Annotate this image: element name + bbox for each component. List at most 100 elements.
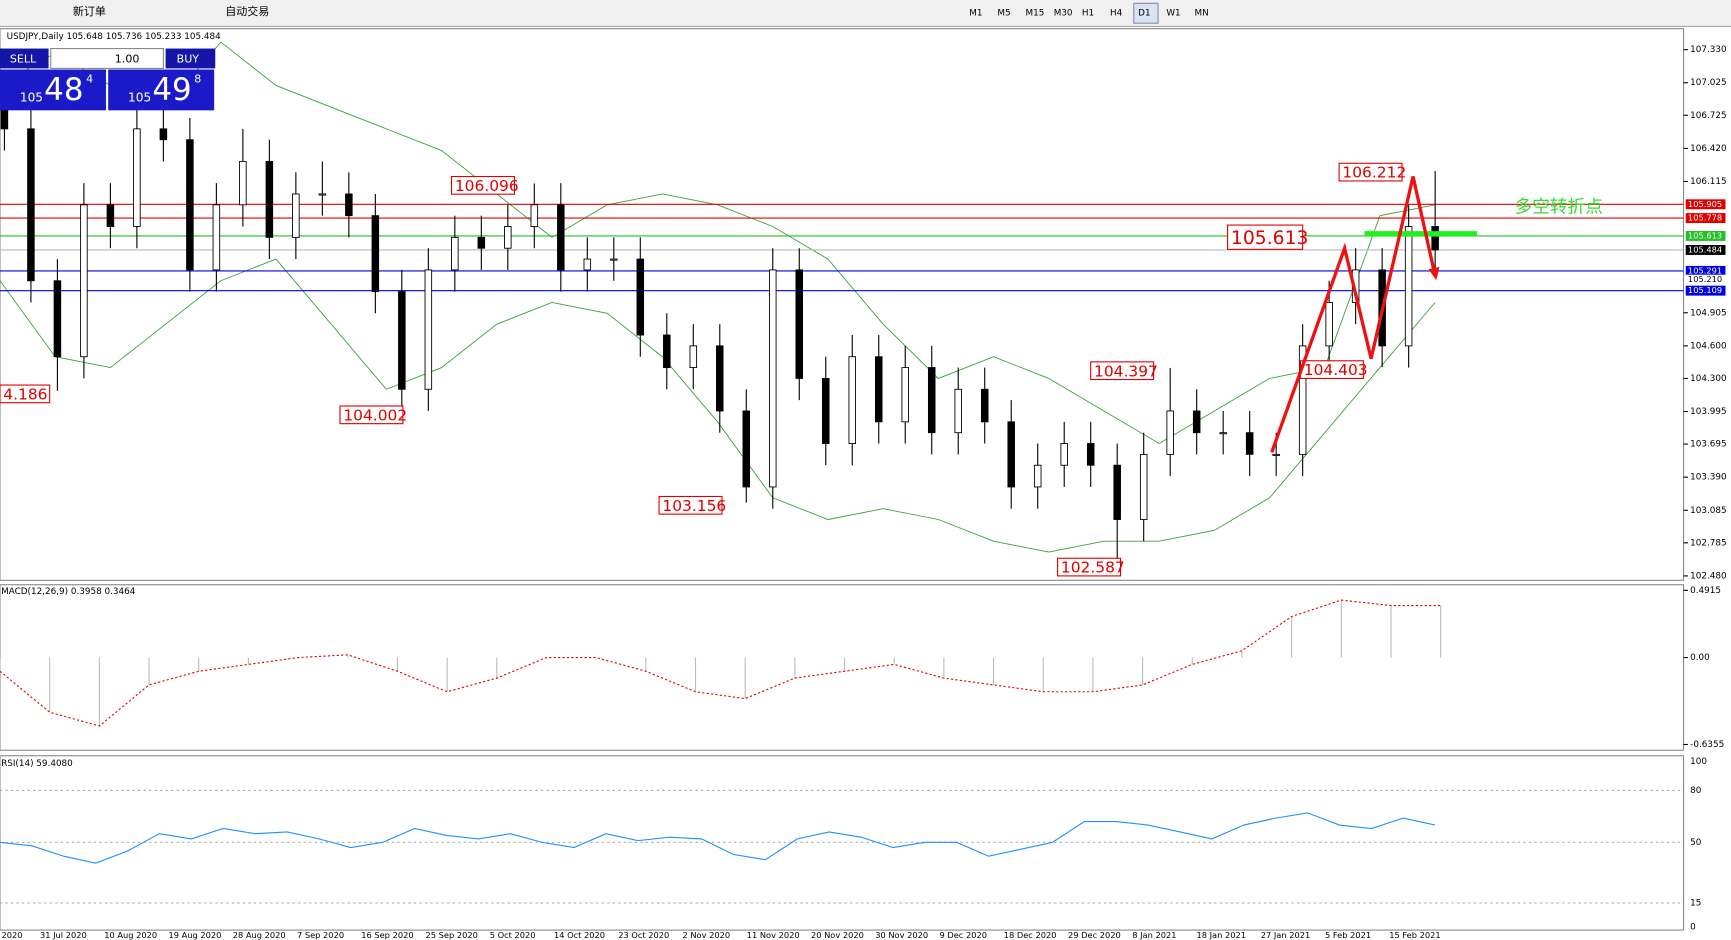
timeframe-button[interactable]: H1 [1082, 9, 1094, 19]
buy-button[interactable] [165, 48, 216, 69]
timeframe-button[interactable]: H4 [1110, 9, 1123, 19]
date-label: 29 Dec 2020 [1068, 930, 1121, 940]
sell-price-box[interactable] [0, 69, 106, 111]
date-label: 5 Oct 2020 [490, 930, 536, 940]
level-tag [1685, 285, 1726, 296]
level-tag-label: 105.210 [1688, 274, 1722, 284]
level-tag-label: 105.778 [1688, 213, 1722, 223]
date-label: 15 Feb 2021 [1389, 930, 1440, 940]
candle-body [477, 236, 486, 249]
candle-body [663, 334, 671, 369]
candle-body [186, 139, 194, 271]
price-tick-label: 102.480 [1690, 571, 1727, 581]
timeframe-button[interactable]: MN [1194, 9, 1208, 19]
date-label: 22 Jul 2020 [0, 930, 23, 940]
price-tick-label: 103.390 [1690, 473, 1727, 483]
candle-body [954, 388, 962, 434]
buy-price-box[interactable] [108, 69, 215, 111]
level-tag [1685, 244, 1726, 255]
lot-value[interactable]: 1.00 [115, 53, 140, 66]
date-label: 30 Nov 2020 [875, 930, 928, 940]
sell-label[interactable]: SELL [10, 53, 37, 66]
candle-body [927, 367, 936, 434]
date-label: 23 Oct 2020 [618, 930, 669, 940]
candle-body [239, 160, 247, 206]
buy-label[interactable]: BUY [177, 53, 200, 66]
timeframe-button[interactable]: D1 [1138, 9, 1150, 19]
price-annotation-box [1090, 361, 1155, 381]
button-label[interactable]: 新订单 [73, 4, 106, 18]
level-tag [1685, 230, 1726, 241]
price-annotation: 104.403 [1304, 361, 1368, 379]
candle-body [504, 226, 512, 249]
sell-price-big: 105 [20, 91, 43, 105]
level-tag-label: 105.905 [1688, 199, 1722, 209]
arrow-head [1428, 266, 1440, 281]
timeframe-button[interactable]: M5 [997, 9, 1010, 19]
candle-body [265, 160, 274, 238]
macd-frame [0, 584, 1685, 751]
price-tick-label: 103.695 [1690, 440, 1726, 450]
button-label[interactable]: 自动交易 [225, 4, 269, 18]
date-label: 19 Aug 2020 [168, 930, 221, 940]
candle-body [1086, 443, 1095, 466]
level-tag-label: 105.613 [1688, 230, 1722, 240]
sell-button[interactable] [0, 48, 49, 69]
price-tick-label: 106.420 [1690, 144, 1727, 154]
candle-body [716, 345, 724, 412]
timeframe-button[interactable]: M15 [1026, 9, 1045, 19]
price-tick-label: 107.330 [1690, 45, 1727, 55]
timeframe-button[interactable]: M1 [969, 9, 982, 19]
level-tag-label: 105.291 [1688, 265, 1722, 275]
level-tag [1685, 213, 1726, 224]
lot-box[interactable] [50, 47, 164, 69]
candle-body [1192, 410, 1201, 434]
date-label: 20 Nov 2020 [811, 930, 864, 940]
price-tick-label: 104.600 [1690, 341, 1727, 351]
date-label: 18 Dec 2020 [1004, 930, 1057, 940]
candle-body [636, 258, 645, 336]
date-label: 31 Jul 2020 [40, 930, 87, 940]
buy-price-big: 105 [128, 91, 151, 105]
rsi-tick-label: 80 [1690, 786, 1702, 796]
candle-body [371, 215, 380, 293]
swing-arrow [1270, 176, 1437, 453]
sell-price-small: 4 [86, 72, 93, 85]
candle-body [345, 193, 353, 217]
timeframe-button[interactable]: W1 [1166, 9, 1180, 19]
price-annotation: 103.156 [662, 497, 726, 515]
toolbar [0, 0, 1731, 27]
rsi-header: RSI(14) 59.4080 [1, 759, 73, 769]
level-tag [1685, 274, 1726, 285]
price-annotation: 104.002 [343, 406, 407, 424]
candle-body [1325, 302, 1333, 347]
buy-price-small: 8 [194, 72, 201, 85]
candle-body [1298, 345, 1307, 455]
candle-body [1404, 226, 1413, 347]
date-label: 5 Feb 2021 [1325, 930, 1371, 940]
candle-body [901, 367, 909, 423]
candle-body [742, 410, 751, 488]
price-tick-label: 104.905 [1690, 308, 1726, 318]
price-annotation-box [1338, 162, 1403, 182]
date-label: 11 Nov 2020 [747, 930, 800, 940]
date-label: 2 Nov 2020 [682, 930, 730, 940]
candle-body [557, 204, 565, 271]
candle-body [1139, 453, 1148, 520]
candle-body [159, 128, 168, 141]
price-tick-label: 103.085 [1690, 506, 1726, 516]
price-annotation-box [0, 384, 51, 404]
bollinger-band [0, 258, 1436, 553]
price-annotation-box [1057, 557, 1122, 577]
date-label: 14 Oct 2020 [554, 930, 605, 940]
price-annotation: 106.212 [1342, 164, 1406, 182]
macd-tick-label: 0.4915 [1690, 586, 1721, 596]
candle-body [1060, 443, 1068, 466]
candle-body [795, 269, 804, 379]
candle-body [769, 269, 777, 488]
price-tick-label: 104.300 [1690, 374, 1727, 384]
timeframe-button[interactable]: M30 [1054, 9, 1073, 19]
candle-body [318, 193, 327, 196]
